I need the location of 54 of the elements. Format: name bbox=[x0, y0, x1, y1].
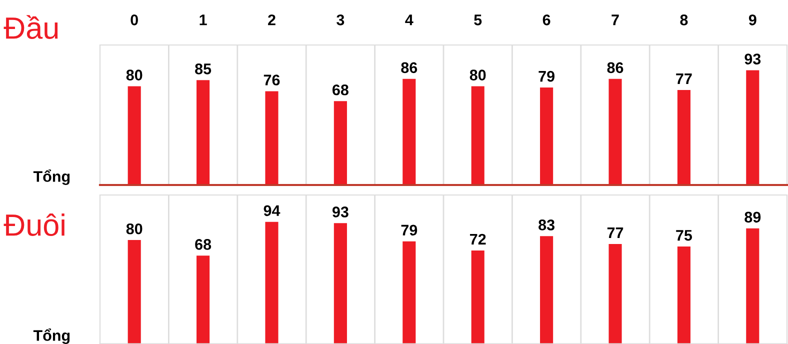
bar bbox=[196, 256, 210, 344]
data-label: 93 bbox=[332, 206, 348, 218]
data-label: 83 bbox=[538, 220, 554, 230]
bar bbox=[540, 236, 554, 344]
bar bbox=[334, 223, 347, 344]
data-label: 94 bbox=[264, 205, 280, 216]
bar bbox=[471, 86, 484, 185]
x-tick-label: 3 bbox=[336, 14, 344, 26]
data-label: 77 bbox=[607, 228, 624, 238]
y-axis-title: Tổng bbox=[33, 169, 70, 185]
bar bbox=[746, 70, 760, 185]
bar bbox=[608, 78, 622, 185]
data-label: 80 bbox=[126, 70, 142, 80]
bar bbox=[334, 101, 347, 185]
bar bbox=[128, 240, 141, 344]
chart-title: Đuôi bbox=[4, 213, 64, 236]
y-axis-title: Tổng bbox=[33, 328, 70, 344]
data-label: 86 bbox=[401, 62, 418, 74]
x-tick-label: 8 bbox=[680, 14, 688, 26]
bar bbox=[677, 246, 690, 344]
data-label: 93 bbox=[744, 54, 761, 64]
bar bbox=[402, 78, 416, 185]
x-tick-label: 6 bbox=[542, 14, 550, 26]
data-label: 89 bbox=[744, 212, 761, 223]
data-label: 85 bbox=[195, 64, 212, 74]
x-tick-label: 1 bbox=[200, 14, 207, 26]
x-tick-label: 2 bbox=[268, 14, 276, 26]
data-label: 80 bbox=[470, 70, 486, 80]
data-label: 79 bbox=[401, 224, 418, 236]
x-tick-label: 4 bbox=[405, 14, 414, 26]
data-label: 79 bbox=[538, 70, 554, 82]
data-label: 68 bbox=[332, 84, 348, 96]
bar bbox=[265, 222, 278, 344]
data-label: 75 bbox=[676, 230, 692, 241]
chart-title: Đầu bbox=[4, 15, 58, 39]
data-label: 77 bbox=[676, 74, 692, 84]
bar bbox=[746, 228, 760, 344]
data-label: 86 bbox=[607, 62, 624, 74]
bar bbox=[402, 241, 416, 344]
bar bbox=[471, 250, 484, 344]
data-label: 80 bbox=[126, 223, 142, 234]
bar bbox=[196, 80, 210, 185]
x-tick-label: 5 bbox=[474, 14, 482, 26]
data-label: 76 bbox=[264, 74, 280, 86]
bar bbox=[265, 91, 278, 185]
data-label: 72 bbox=[470, 234, 486, 245]
x-tick-label: 0 bbox=[130, 14, 138, 26]
data-label: 68 bbox=[195, 239, 212, 250]
x-tick-label: 9 bbox=[748, 14, 756, 26]
x-tick-label: 7 bbox=[612, 14, 619, 26]
bar bbox=[128, 86, 141, 185]
bar bbox=[677, 90, 690, 185]
bar bbox=[540, 88, 554, 185]
bar bbox=[608, 244, 622, 344]
